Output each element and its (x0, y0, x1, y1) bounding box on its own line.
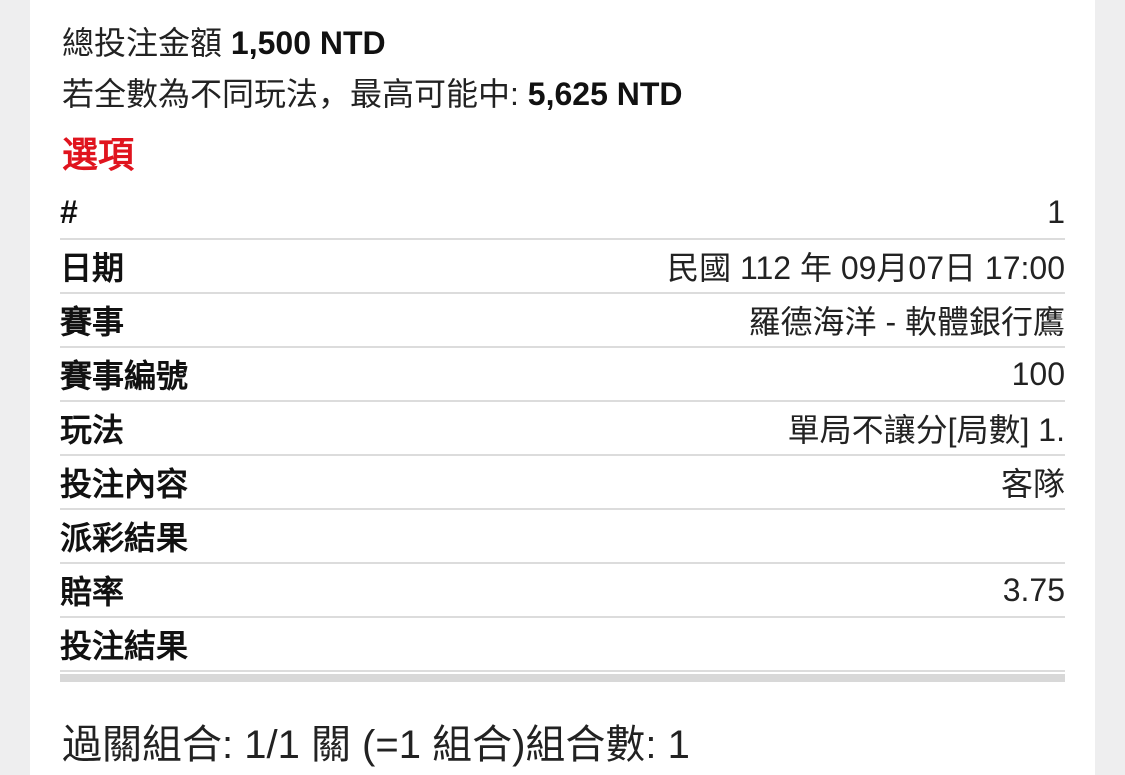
table-row: 投注內容 客隊 (60, 456, 1065, 510)
summary-label: 若全數為不同玩法，最高可能中: (62, 76, 519, 112)
row-value: 客隊 (1000, 466, 1065, 502)
row-label: # (60, 193, 78, 230)
row-value: 羅德海洋 - 軟體銀行鷹 (748, 304, 1065, 340)
row-label: 賠率 (60, 574, 125, 610)
row-value: 100 (1011, 355, 1065, 392)
summary-value: 1,500 NTD (230, 25, 386, 61)
summary-line: 若全數為不同玩法，最高可能中: 5,625 NTD (62, 69, 683, 115)
row-label: 賽事編號 (60, 358, 189, 394)
table-row: 投注結果 (60, 618, 1065, 672)
table-bottom-bar (60, 674, 1065, 682)
row-value: 民國 112 年 09月07日 17:00 (667, 250, 1065, 286)
summary-label: 總投注金額 (62, 25, 223, 61)
options-table: #1 日期 民國 112 年 09月07日 17:00 賽事 羅德海洋 - 軟體銀行鷹賽… (60, 186, 1065, 682)
table-row: 賽事 羅德海洋 - 軟體銀行鷹 (60, 294, 1065, 348)
table-row: 玩法 單局不讓分[局數] 1. (60, 402, 1065, 456)
row-label: 投注內容 (60, 466, 189, 502)
section-title: 選項 (62, 134, 135, 175)
slip: 總投注金額 1,500 NTD 若全數為不同玩法，最高可能中: 5,625 NT… (30, 0, 1095, 775)
summary-value: 5,625 NTD (527, 76, 683, 112)
row-label: 日期 (60, 250, 125, 286)
table-row: 派彩結果 (60, 510, 1065, 564)
table-row: 賠率 3.75 (60, 564, 1065, 618)
row-label: 賽事 (60, 304, 125, 340)
combo-summary: 過關組合: 1/1 關 (=1 組合)組合數: 1 (62, 723, 690, 767)
row-value: 1 (1047, 193, 1065, 230)
row-label: 投注結果 (60, 628, 189, 664)
row-value: 3.75 (1002, 571, 1065, 608)
row-value: 單局不讓分[局數] 1. (787, 412, 1065, 448)
table-row: 日期 民國 112 年 09月07日 17:00 (60, 240, 1065, 294)
table-row: 賽事編號 100 (60, 348, 1065, 402)
summary-line: 總投注金額 1,500 NTD (62, 18, 386, 64)
row-label: 玩法 (60, 412, 125, 448)
table-row: #1 (60, 186, 1065, 240)
row-label: 派彩結果 (60, 520, 189, 556)
